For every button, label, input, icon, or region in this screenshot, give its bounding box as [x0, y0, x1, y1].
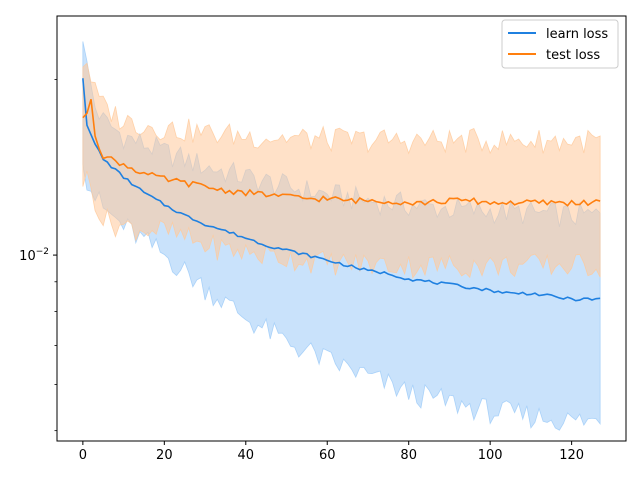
x-tick-label: 40: [238, 448, 255, 463]
series-line-learn: [82, 78, 601, 302]
x-axis: 0 20 40 60 80 100 120: [79, 441, 584, 463]
legend-label-learn: learn loss: [546, 27, 608, 42]
y-axis: 10−2: [19, 79, 57, 432]
y-tick-label: 10−2: [19, 247, 49, 264]
plot-frame: [56, 15, 627, 442]
x-tick-label: 60: [319, 448, 336, 463]
x-tick-label: 120: [559, 448, 584, 463]
x-tick-label: 80: [400, 448, 417, 463]
series-line-test: [82, 99, 601, 207]
legend: learn loss test loss: [501, 19, 619, 69]
band-test: [82, 62, 601, 279]
x-tick-label: 0: [79, 448, 87, 463]
legend-label-test: test loss: [546, 48, 600, 63]
x-tick-label: 20: [156, 448, 173, 463]
x-tick-label: 100: [478, 448, 503, 463]
confidence-bands: [82, 41, 601, 431]
series-lines: [82, 78, 601, 302]
